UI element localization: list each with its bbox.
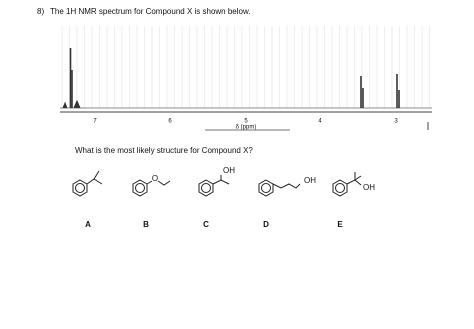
option-label: B	[143, 220, 149, 229]
structure-a	[72, 170, 103, 197]
question-number: 8)	[37, 7, 44, 16]
group-label: OH	[363, 183, 375, 192]
structure-b	[132, 179, 171, 197]
tick-label: 3	[394, 119, 398, 125]
peaks	[62, 48, 400, 109]
tick-label: 6	[168, 119, 172, 125]
structure-e	[332, 172, 362, 197]
tick-label: 4	[318, 119, 322, 125]
spectrum-grid	[61, 26, 430, 108]
question-text: The 1H NMR spectrum for Compound X is sh…	[50, 7, 251, 16]
peak	[62, 99, 81, 109]
tick-label: 7	[93, 119, 97, 125]
option-label: D	[263, 220, 269, 229]
option-label: E	[337, 220, 343, 229]
option-label: C	[203, 220, 209, 229]
structure-d	[258, 179, 301, 197]
prompt: What is the most likely structure for Co…	[75, 146, 253, 155]
atom-label: O	[152, 174, 158, 183]
group-label: OH	[223, 166, 235, 175]
structure-c	[198, 175, 230, 197]
axis-label: δ (ppm)	[236, 125, 257, 131]
option-label: A	[85, 220, 91, 229]
tick-label: 5	[244, 119, 248, 125]
group-label: OH	[304, 176, 316, 185]
